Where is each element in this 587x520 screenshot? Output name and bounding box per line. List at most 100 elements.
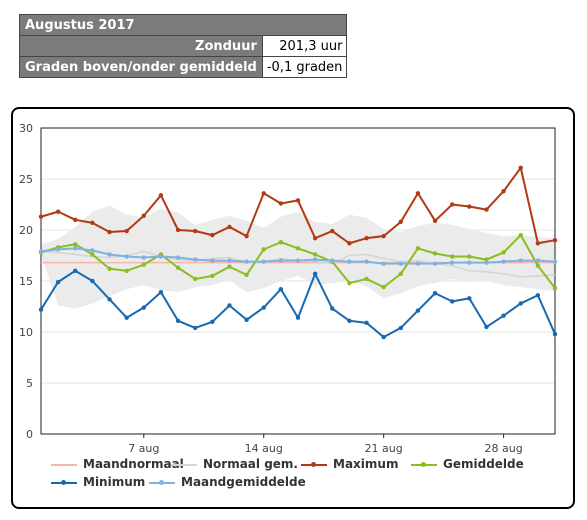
point-maximum: [244, 233, 249, 239]
point-maandgemiddelde: [175, 255, 181, 260]
point-maandgemiddelde: [518, 258, 523, 263]
point-maximum: [484, 207, 489, 212]
legend-swatch: [51, 480, 77, 485]
legend-swatch: [171, 464, 197, 466]
y-tick-label: 10: [19, 326, 33, 339]
point-gemiddelde: [124, 268, 129, 273]
point-maximum: [450, 202, 455, 207]
point-gemiddelde: [227, 264, 232, 269]
point-maximum: [278, 201, 284, 206]
point-minimum: [227, 303, 232, 308]
legend-marker: [61, 480, 66, 485]
point-maandgemiddelde: [124, 254, 129, 259]
point-maandgemiddelde: [415, 261, 421, 266]
point-minimum: [364, 320, 369, 326]
point-maximum: [73, 217, 78, 222]
legend-swatch: [149, 480, 175, 485]
x-tick-label: 28 aug: [484, 442, 522, 455]
point-maximum: [432, 218, 438, 224]
point-gemiddelde: [175, 265, 181, 270]
point-maximum: [38, 214, 44, 219]
y-tick-label: 0: [26, 428, 33, 441]
zonduur-label: Zonduur: [19, 35, 263, 57]
point-gemiddelde: [415, 246, 421, 251]
point-gemiddelde: [518, 232, 523, 238]
point-maandgemiddelde: [535, 258, 541, 263]
point-maximum: [90, 220, 95, 226]
point-maximum: [210, 232, 215, 238]
legend-marker: [421, 462, 426, 467]
point-gemiddelde: [450, 254, 455, 259]
point-minimum: [330, 306, 335, 311]
point-minimum: [518, 301, 523, 306]
point-gemiddelde: [398, 271, 403, 277]
point-maandgemiddelde: [141, 255, 146, 260]
point-gemiddelde: [90, 252, 95, 257]
temperature-chart: 0 5 10 15 20 25 30 7 aug 14 aug 21 aug 28 aug: [19, 122, 558, 455]
point-maximum: [552, 238, 558, 243]
point-minimum: [73, 268, 78, 273]
legend-label: Minimum: [83, 475, 146, 489]
point-maximum: [330, 228, 335, 234]
point-maximum: [261, 191, 266, 196]
point-maandgemiddelde: [484, 260, 489, 265]
legend-label: Maandgemiddelde: [181, 475, 306, 489]
point-maximum: [158, 193, 164, 198]
point-maximum: [227, 224, 232, 230]
point-maandgemiddelde: [193, 257, 198, 262]
point-gemiddelde: [210, 273, 215, 279]
point-gemiddelde: [312, 252, 318, 257]
point-maximum: [124, 228, 129, 234]
point-minimum: [107, 297, 112, 302]
legend-label: Maximum: [333, 457, 399, 471]
point-gemiddelde: [552, 285, 558, 291]
point-minimum: [432, 291, 438, 296]
point-maandgemiddelde: [347, 259, 352, 264]
point-maximum: [107, 229, 112, 235]
point-minimum: [141, 305, 146, 310]
point-minimum: [535, 293, 541, 298]
point-maximum: [193, 228, 198, 234]
point-gemiddelde: [193, 276, 198, 282]
point-gemiddelde: [535, 263, 541, 268]
point-minimum: [210, 319, 215, 324]
point-minimum: [501, 313, 506, 318]
point-maandgemiddelde: [90, 248, 95, 253]
point-minimum: [261, 305, 266, 310]
point-maandgemiddelde: [55, 247, 61, 252]
point-maandgemiddelde: [278, 258, 284, 263]
point-gemiddelde: [467, 254, 472, 259]
y-tick-label: 25: [19, 173, 33, 186]
point-minimum: [381, 334, 386, 340]
point-minimum: [193, 325, 198, 331]
point-maandgemiddelde: [73, 246, 78, 251]
point-maximum: [141, 213, 146, 218]
legend-marker: [159, 480, 164, 485]
point-maximum: [55, 209, 61, 214]
point-maandgemiddelde: [210, 258, 215, 263]
point-minimum: [175, 318, 181, 323]
point-maandgemiddelde: [552, 259, 558, 264]
point-gemiddelde: [364, 276, 369, 282]
point-maandgemiddelde: [501, 259, 506, 264]
point-minimum: [415, 308, 421, 313]
point-minimum: [398, 325, 403, 331]
point-maandgemiddelde: [467, 260, 472, 265]
legend-marker: [311, 462, 316, 467]
point-maximum: [312, 235, 318, 241]
chart-panel: 0 5 10 15 20 25 30 7 aug 14 aug 21 aug 28 aug Maan…: [11, 107, 575, 509]
point-gemiddelde: [381, 284, 386, 290]
point-minimum: [450, 299, 455, 304]
point-minimum: [295, 315, 301, 320]
point-minimum: [312, 271, 318, 277]
x-tick-label: 21 aug: [365, 442, 403, 455]
point-minimum: [484, 324, 489, 330]
point-gemiddelde: [261, 247, 266, 252]
point-maandgemiddelde: [330, 258, 335, 263]
legend-label: Normaal gem.: [203, 457, 298, 471]
zonduur-value: 201,3 uur: [261, 35, 348, 57]
point-maximum: [398, 219, 403, 225]
y-tick-label: 20: [19, 224, 33, 237]
point-maandgemiddelde: [38, 249, 44, 254]
point-gemiddelde: [73, 242, 78, 247]
